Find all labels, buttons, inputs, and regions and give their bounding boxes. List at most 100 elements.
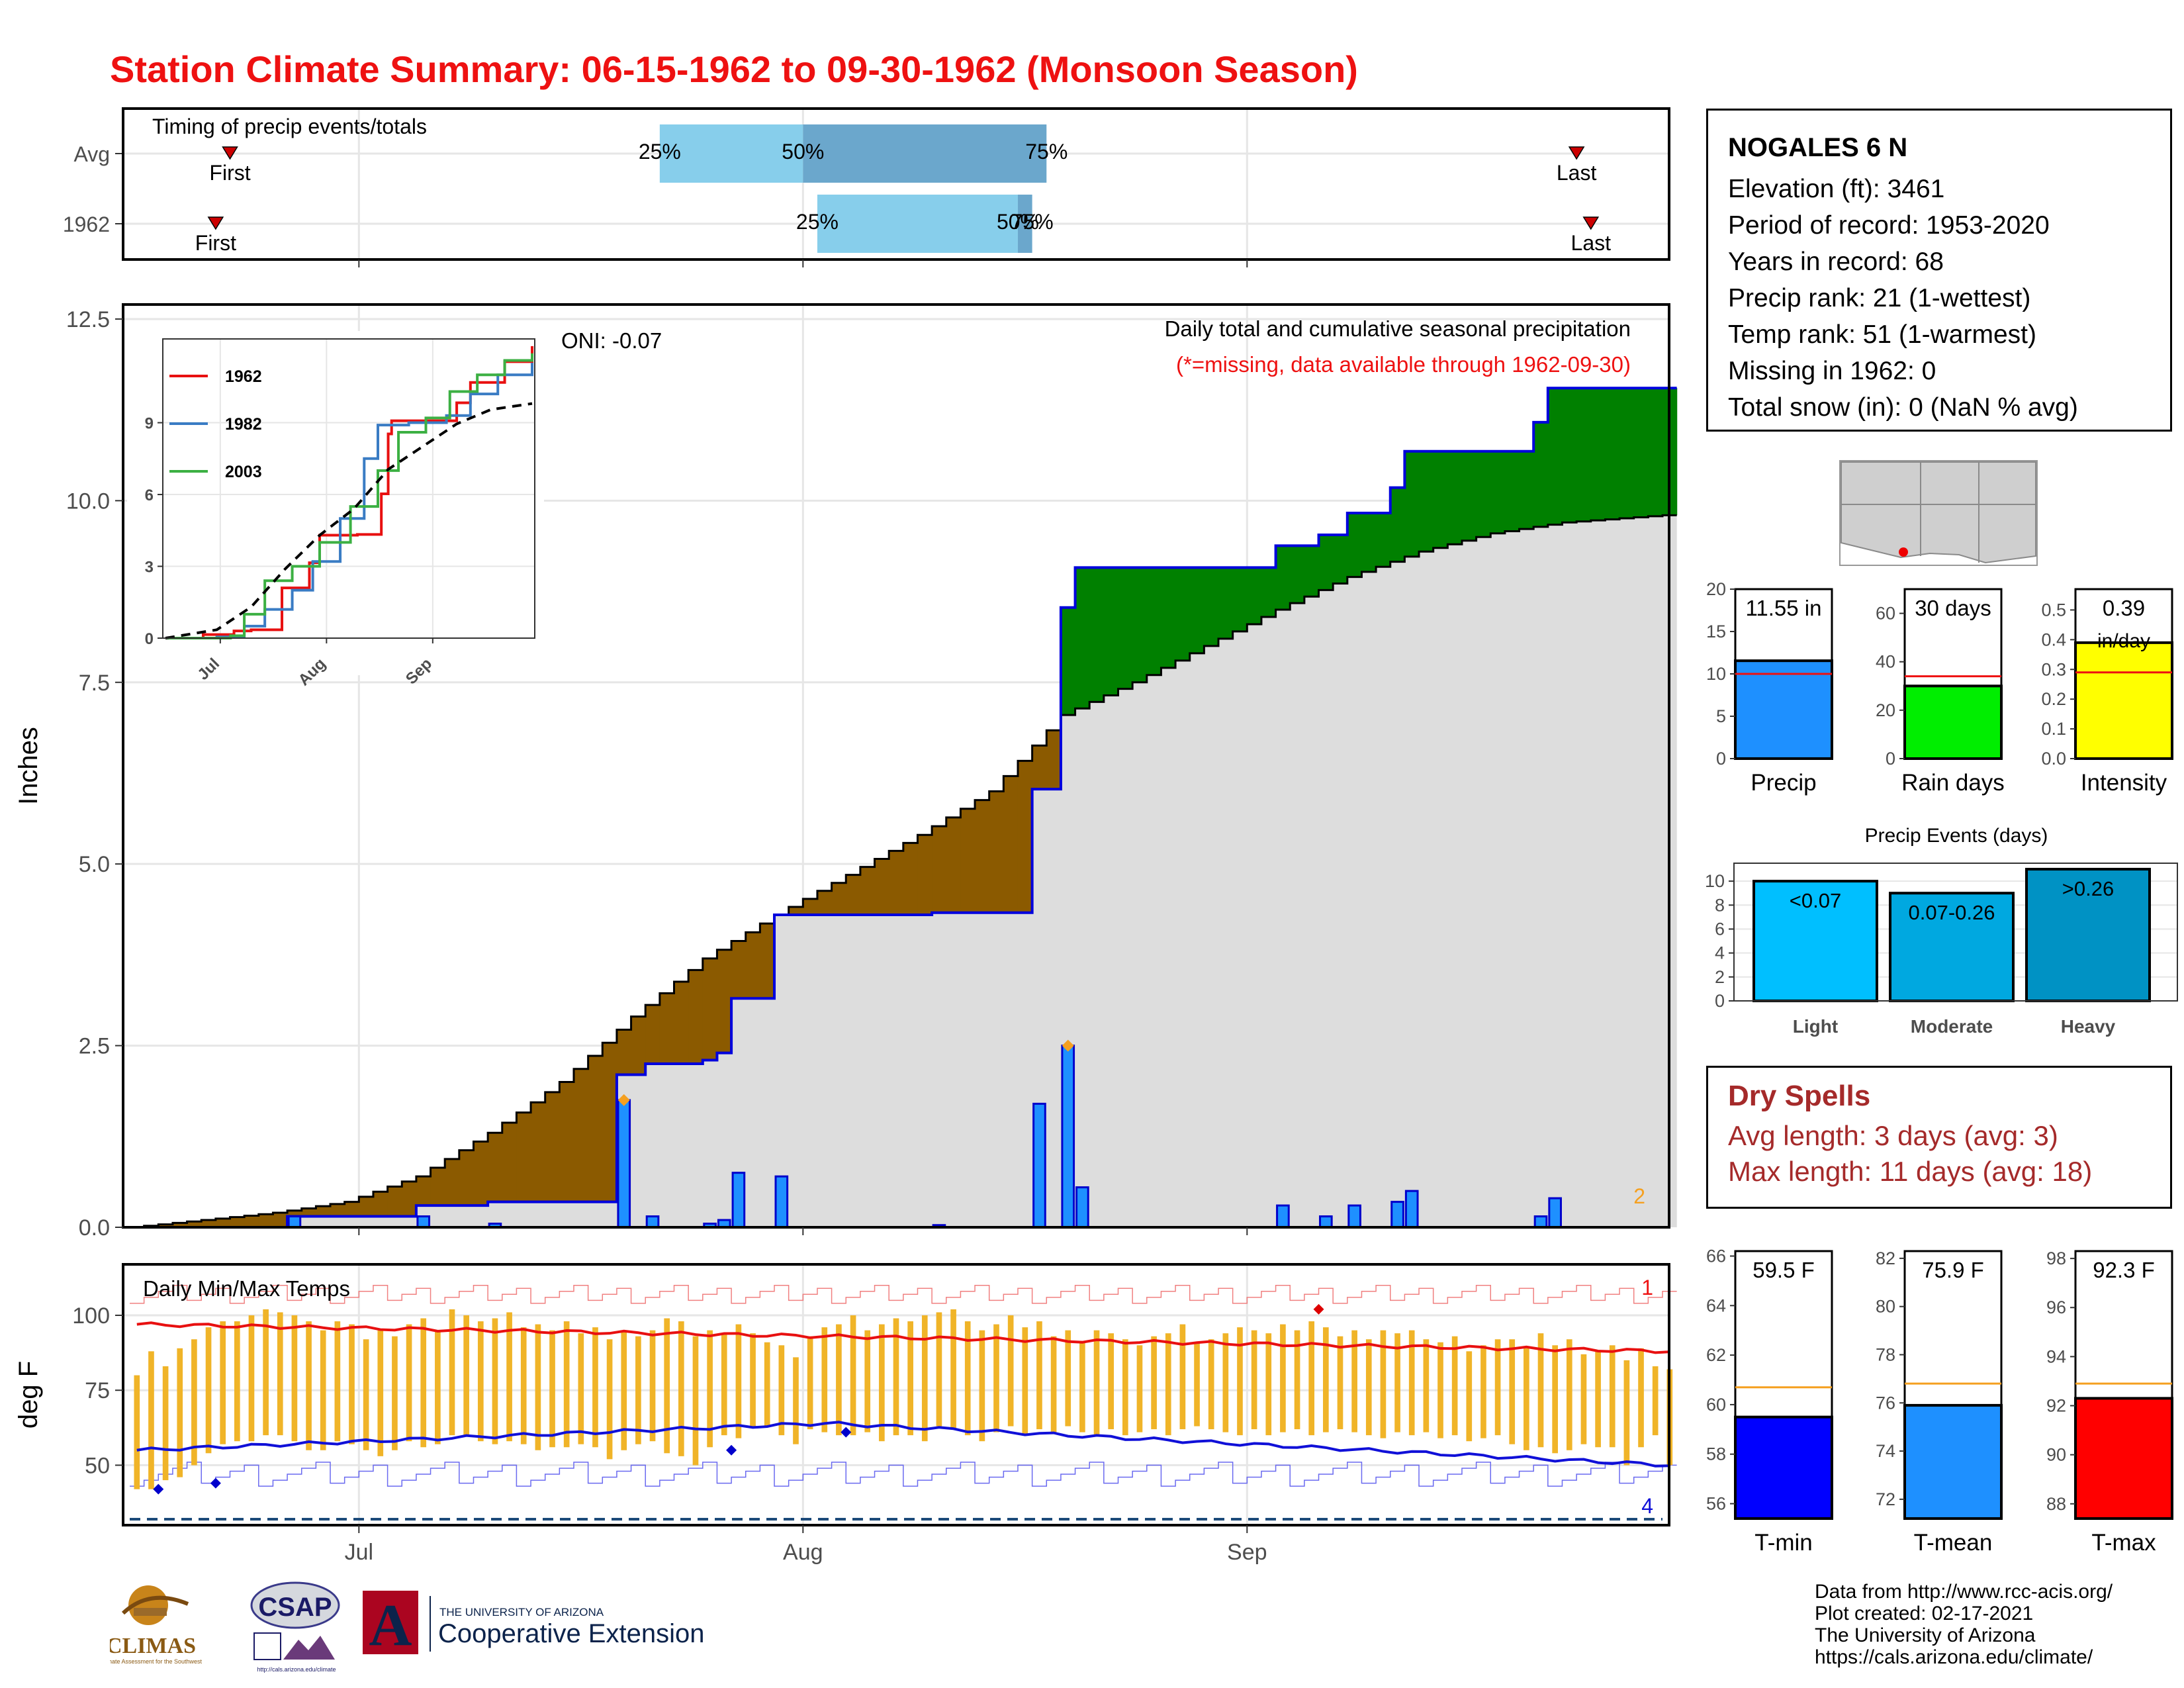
daily-temp-bar — [1595, 1351, 1601, 1448]
summary-y-tick-label: 0.2 — [2041, 689, 2066, 709]
summary-y-tick-label: 74 — [1876, 1441, 1895, 1461]
daily-temp-bar — [306, 1321, 312, 1450]
summary-panel-label: T-mean — [1914, 1530, 1993, 1556]
inset-series-line — [165, 402, 533, 639]
summary-value-label: 92.3 F — [2093, 1258, 2155, 1282]
surplus-area — [1232, 567, 1248, 632]
precip-event-bar — [1889, 892, 2015, 1003]
daily-temp-bar — [1179, 1324, 1186, 1430]
temps-y-tick-label: 100 — [72, 1303, 110, 1329]
daily-temp-bar — [907, 1321, 913, 1436]
deficit-area — [516, 1112, 531, 1202]
daily-precip-bar — [1404, 1190, 1419, 1229]
daily-temp-bar — [506, 1312, 512, 1442]
deficit-area — [860, 867, 876, 915]
deficit-area — [659, 993, 675, 1064]
daily-temp-bar — [1537, 1333, 1544, 1448]
credit-line: The University of Arizona — [1815, 1624, 2036, 1646]
summary-y-tick-label: 80 — [1876, 1297, 1895, 1317]
record-daily-marker — [617, 1094, 630, 1106]
daily-temp-bar — [921, 1315, 928, 1442]
surplus-area — [1590, 388, 1606, 521]
deficit-area — [230, 1217, 245, 1227]
deficit-area — [573, 1068, 589, 1202]
daily-y-tick-label: 2.5 — [79, 1034, 110, 1059]
daily-temp-bar — [1566, 1339, 1572, 1450]
daily-temp-bar — [592, 1327, 598, 1448]
climas-logo[interactable]: CLIMAS Climate Assessment for the Southw… — [110, 1585, 203, 1665]
timing-q75-label: 75% — [1011, 210, 1054, 234]
deficit-area — [874, 859, 889, 915]
daily-precip-bar — [645, 1215, 660, 1229]
precip-events-border — [1733, 863, 2178, 1002]
daily-temp-bar — [1638, 1348, 1644, 1448]
record-low-line — [130, 1462, 1677, 1487]
surplus-area — [1132, 567, 1148, 682]
timing-q50-label: 50% — [782, 140, 824, 164]
daily-y-tick-label: 0.0 — [79, 1215, 110, 1241]
daily-temp-bar — [1136, 1345, 1143, 1432]
surplus-area — [1490, 451, 1506, 534]
surplus-area — [1547, 388, 1563, 525]
daily-temp-bar — [979, 1330, 985, 1442]
daily-temp-bar — [1280, 1324, 1286, 1432]
daily-temp-bar — [1194, 1342, 1200, 1427]
daily-temp-bar — [793, 1357, 799, 1444]
timing-last-label: Last — [1571, 231, 1612, 255]
university-of-arizona-logo[interactable]: A THE UNIVERSITY OF ARIZONA Cooperative … — [363, 1591, 704, 1658]
summary-value-bar — [1903, 1403, 2003, 1520]
summary-y-tick-label: 62 — [1706, 1345, 1726, 1365]
logos-strip: CLIMAS Climate Assessment for the Southw… — [110, 1581, 704, 1673]
summary-value-label: 0.39 — [2103, 596, 2145, 620]
deficit-area — [760, 923, 775, 999]
surplus-area — [1476, 451, 1491, 538]
station-line: Precip rank: 21 (1-wettest) — [1728, 284, 2031, 312]
daily-temp-bar — [234, 1321, 240, 1442]
deficit-area — [1003, 776, 1019, 913]
daily-temp-bar — [664, 1318, 670, 1454]
precip-event-bar-label: >0.26 — [2062, 877, 2114, 900]
map-states — [1841, 461, 2036, 564]
summary-y-tick-label: 15 — [1706, 622, 1726, 641]
deficit-area — [344, 1201, 359, 1217]
oni-label: ONI: -0.07 — [561, 328, 662, 353]
daily-temp-bar — [1065, 1330, 1071, 1427]
daily-temp-bar — [1108, 1333, 1115, 1430]
daily-temp-bar — [1122, 1339, 1128, 1436]
deficit-area — [445, 1158, 460, 1206]
timing-q25-q50-bar — [817, 195, 1018, 253]
summary-y-tick-label: 76 — [1876, 1393, 1895, 1413]
record-low-marker — [153, 1483, 164, 1495]
surplus-area — [1447, 451, 1463, 545]
dry-spells-avg: Avg length: 3 days (avg: 3) — [1728, 1120, 2058, 1151]
timing-row-label: 1962 — [63, 212, 110, 236]
record-daily-marker — [1062, 1039, 1074, 1052]
daily-temp-bar — [692, 1336, 699, 1466]
location-map — [1839, 460, 2038, 566]
daily-temp-bar — [893, 1318, 899, 1436]
deficit-area — [531, 1102, 546, 1202]
daily-temp-bar — [492, 1318, 498, 1444]
daily-temp-bar — [392, 1336, 398, 1450]
deficit-area — [745, 932, 760, 999]
summary-y-tick-label: 5 — [1716, 706, 1726, 726]
summary-y-tick-label: 64 — [1706, 1295, 1726, 1315]
daily-temp-bar — [850, 1315, 856, 1436]
precip-events-title: Precip Events (days) — [1865, 825, 2048, 847]
station-info-box: NOGALES 6 N Elevation (ft): 3461 Period … — [1706, 109, 2172, 432]
csap-url: http://cals.arizona.edu/climate — [257, 1666, 336, 1673]
daily-temp-bar — [778, 1345, 785, 1436]
climas-wordmark: CLIMAS — [110, 1634, 196, 1658]
surplus-area — [1075, 567, 1090, 709]
daily-temp-bar — [277, 1312, 283, 1436]
deficit-area — [989, 791, 1004, 913]
deficit-area — [602, 1043, 617, 1202]
daily-temp-bar — [1093, 1330, 1100, 1436]
daily-temp-bar — [1408, 1330, 1415, 1436]
daily-y-tick-label: 12.5 — [66, 307, 110, 332]
dry-spells-title: Dry Spells — [1728, 1080, 1871, 1112]
csap-logo[interactable]: CSAP http://cals.arizona.edu/climate — [250, 1581, 340, 1673]
daily-temp-bar — [1222, 1333, 1229, 1432]
deficit-area — [316, 1206, 331, 1217]
temps-title: Daily Min/Max Temps — [143, 1276, 350, 1301]
